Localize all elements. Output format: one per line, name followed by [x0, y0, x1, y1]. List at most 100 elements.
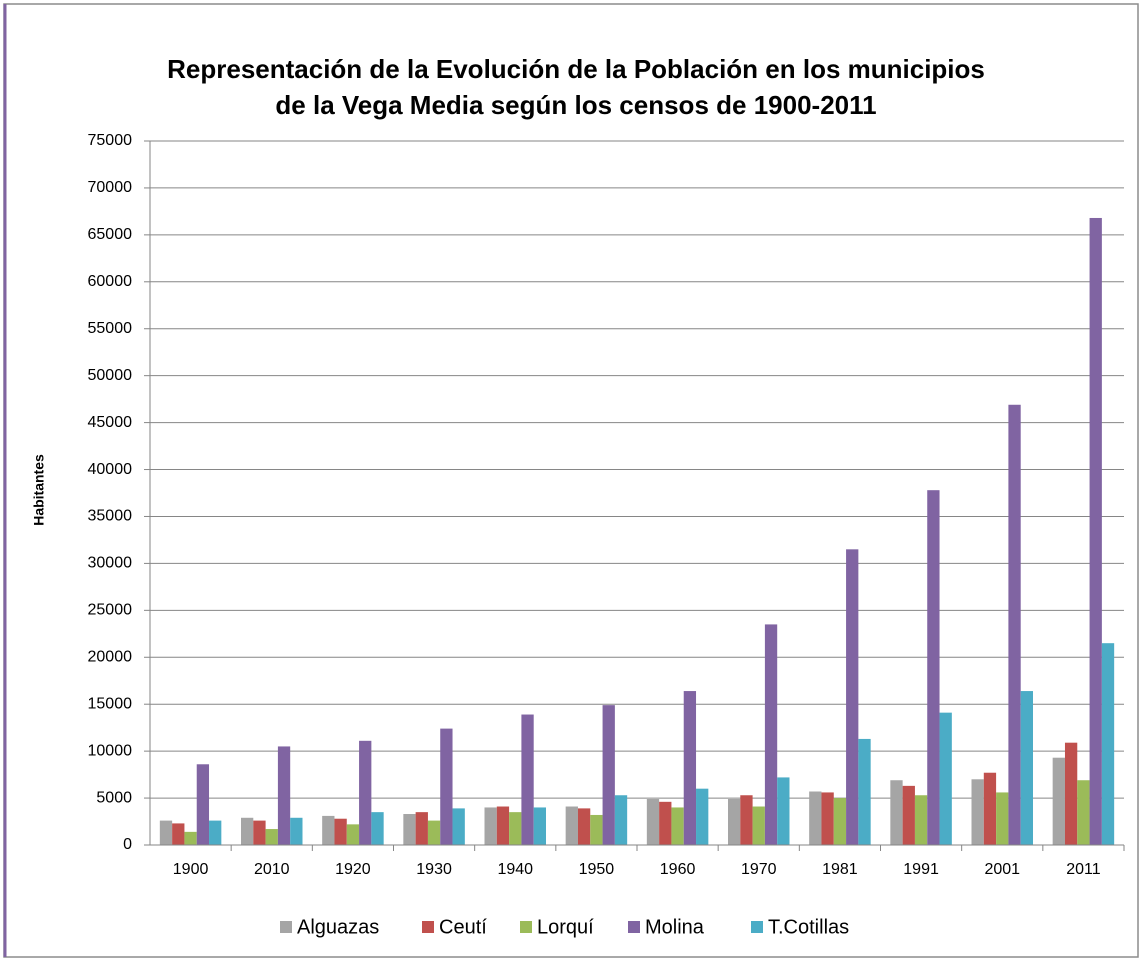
bar	[577, 808, 591, 845]
x-tick-label: 1950	[579, 861, 615, 878]
y-tick-label: 25000	[88, 602, 133, 619]
legend-swatch	[520, 921, 532, 933]
x-tick-label: 2010	[254, 861, 290, 878]
y-tick-label: 50000	[88, 367, 133, 384]
x-tick-label: 1960	[660, 861, 696, 878]
bar	[833, 798, 847, 845]
bar	[602, 705, 615, 845]
legend-swatch	[751, 921, 763, 933]
y-tick-label: 5000	[96, 789, 132, 806]
bar	[740, 795, 753, 845]
bar	[890, 780, 903, 845]
bar	[184, 831, 197, 845]
bar	[322, 815, 335, 845]
bar	[777, 777, 790, 845]
bar	[265, 829, 278, 845]
chart-title: Representación de la Evolución de la Pob…	[167, 54, 985, 84]
bar	[846, 549, 859, 845]
x-tick-label: 1940	[497, 861, 533, 878]
bar	[346, 824, 360, 845]
y-tick-label: 40000	[88, 461, 133, 478]
bar	[509, 812, 522, 845]
bar	[728, 799, 741, 845]
bar	[484, 807, 497, 845]
y-tick-label: 60000	[88, 273, 133, 290]
bar	[1101, 643, 1115, 845]
y-tick-label: 45000	[88, 414, 133, 431]
bar	[971, 779, 984, 845]
legend-swatch	[422, 921, 434, 933]
legend-label: Molina	[645, 916, 705, 938]
bar	[1089, 217, 1102, 845]
x-tick-label: 1930	[416, 861, 452, 878]
bar	[902, 785, 915, 845]
bar	[403, 814, 416, 845]
legend-swatch	[280, 921, 292, 933]
bar	[440, 728, 453, 845]
bar	[209, 820, 222, 845]
bar	[371, 812, 384, 845]
bar	[614, 795, 628, 845]
legend-label: Lorquí	[537, 916, 594, 938]
bar	[172, 823, 185, 845]
legend-label: Alguazas	[297, 916, 379, 938]
bar	[452, 808, 465, 845]
bar	[996, 792, 1009, 845]
bar	[565, 806, 578, 845]
bar	[1064, 742, 1078, 845]
bar	[927, 490, 940, 845]
y-tick-label: 15000	[88, 695, 133, 712]
y-tick-label: 30000	[88, 555, 133, 572]
y-tick-label: 55000	[88, 320, 133, 337]
y-tick-label: 0	[123, 836, 132, 853]
bar	[752, 806, 765, 845]
bar	[659, 801, 672, 845]
y-tick-label: 65000	[88, 226, 133, 243]
bar	[415, 812, 428, 845]
y-tick-label: 20000	[88, 648, 133, 665]
y-tick-label: 70000	[88, 179, 133, 196]
y-axis-label: Habitantes	[31, 454, 47, 526]
bar	[533, 807, 546, 845]
bar	[1008, 404, 1021, 845]
x-tick-label: 1900	[173, 861, 209, 878]
bar	[277, 746, 291, 845]
x-tick-label: 2001	[984, 861, 1020, 878]
bar	[241, 817, 254, 845]
bar	[334, 818, 347, 845]
bar	[809, 791, 822, 845]
bar	[590, 814, 603, 845]
bar	[196, 764, 210, 845]
bar	[939, 712, 952, 845]
bar	[671, 807, 684, 845]
legend-swatch	[628, 921, 640, 933]
bar	[683, 691, 697, 845]
bar	[359, 740, 372, 845]
chart-title: de la Vega Media según los censos de 190…	[275, 90, 876, 120]
bar	[821, 792, 834, 845]
x-tick-label: 1970	[741, 861, 777, 878]
x-tick-label: 1920	[335, 861, 371, 878]
x-tick-label: 2011	[1066, 861, 1101, 878]
x-tick-label: 1981	[822, 861, 858, 878]
bar	[521, 714, 534, 845]
bar	[646, 799, 660, 845]
bar	[1052, 757, 1065, 845]
bar	[1020, 691, 1033, 845]
bar	[1077, 780, 1090, 845]
y-tick-label: 75000	[88, 132, 133, 149]
bar	[427, 820, 441, 845]
legend-label: T.Cotillas	[768, 916, 849, 938]
x-tick-label: 1991	[903, 861, 939, 878]
bar	[496, 806, 510, 845]
bar	[764, 624, 778, 845]
y-tick-label: 35000	[88, 508, 133, 525]
bar	[159, 820, 173, 845]
bar	[290, 817, 303, 845]
bar	[858, 738, 871, 845]
bar	[696, 788, 709, 845]
bar	[983, 772, 997, 845]
bar	[914, 795, 928, 845]
y-tick-label: 10000	[88, 742, 133, 759]
